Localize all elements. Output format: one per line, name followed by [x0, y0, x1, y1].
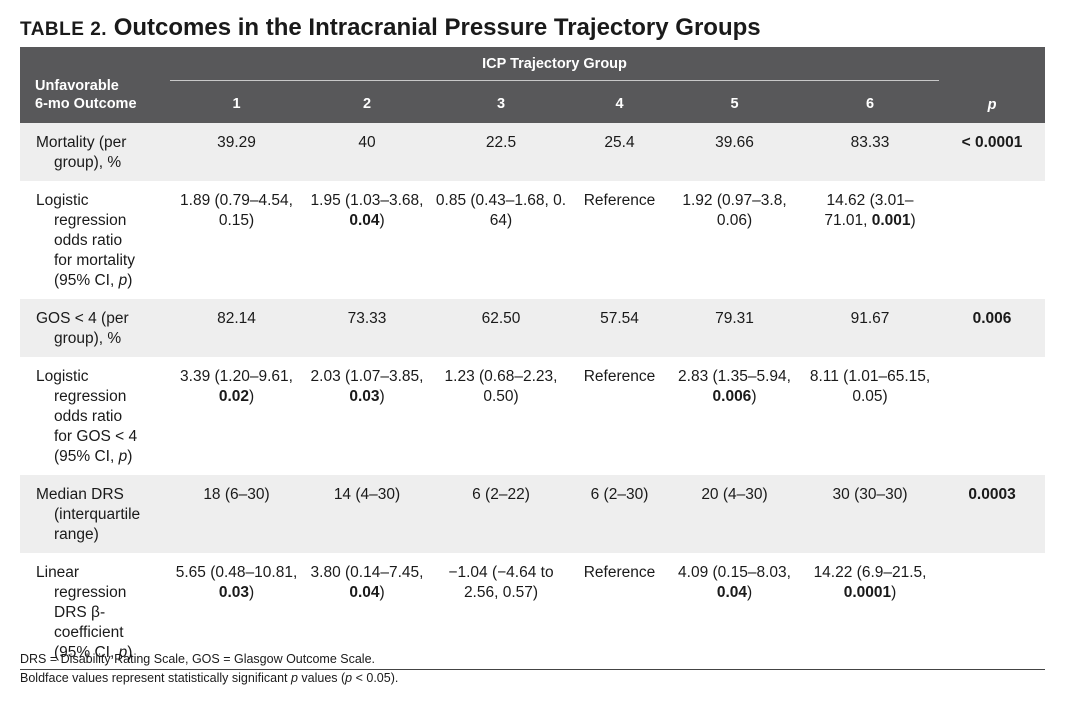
- table-cell: 1.92 (0.97–3.8, 0.06): [682, 192, 787, 229]
- table-number: TABLE 2.: [20, 19, 108, 40]
- row-label: Mortality (per group), %: [20, 123, 170, 181]
- footnote-boldface: Boldface values represent statistically …: [20, 671, 399, 685]
- table-cell: 1.89 (0.79–4.54, 0.15): [180, 192, 293, 229]
- table-cell: 2.03 (1.07–3.85, 0.03): [310, 368, 424, 405]
- group-header: ICP Trajectory Group: [170, 47, 940, 85]
- table-cell: Reference: [583, 192, 656, 209]
- outcomes-table: Unfavorable 6-mo Outcome ICP Trajectory …: [20, 47, 1046, 670]
- p-value: [939, 181, 1045, 299]
- p-value: 0.0003: [939, 475, 1046, 553]
- table-cell: 25.4: [571, 123, 668, 181]
- row-label-text: Median DRS (interquartile range): [36, 486, 141, 543]
- table-cell: 4.09 (0.15–8.03, 0.04): [668, 553, 801, 670]
- row-label-text: Logistic regression odds ratio for mortalit…: [36, 192, 135, 289]
- table-cell: 57.54: [571, 299, 668, 357]
- table-row: Linear regression DRS β-coefficient (95% CI…: [20, 553, 1046, 670]
- table-cell: 91.67: [801, 299, 940, 357]
- group-header-rule: [170, 79, 940, 81]
- table-cell: 14.22 (6.9–21.5, 0.0001): [801, 553, 940, 670]
- table-cell: 73.33: [303, 299, 431, 357]
- group-column-1: 1: [232, 96, 241, 112]
- row-label: Median DRS (interquartile range): [20, 475, 170, 553]
- group-column-5: 5: [730, 96, 739, 112]
- table-title: TABLE 2. Outcomes in the Intracranial Pr…: [20, 14, 761, 42]
- table-cell: 0.85 (0.43–1.68, 0. 64): [435, 192, 567, 229]
- group-column-2: 2: [362, 96, 372, 112]
- table-cell: 6 (2–22): [431, 475, 571, 553]
- table-cell: 1.95 (1.03–3.68, 0.04): [310, 192, 424, 229]
- table-cell: 3.39 (1.20–9.61, 0.02): [180, 368, 293, 405]
- table-cell: 2.83 (1.35–5.94, 0.006): [678, 368, 791, 405]
- group-column-6: 6: [865, 96, 875, 112]
- table-row: Median DRS (interquartile range) 18 (6–30) 1…: [20, 475, 1046, 553]
- table-cell: 6 (2–30): [571, 475, 668, 553]
- row-label-text: Linear regression DRS β-coefficient (95% CI…: [36, 564, 133, 661]
- table-header: Unfavorable 6-mo Outcome ICP Trajectory …: [20, 47, 1046, 123]
- row-label: Linear regression DRS β-coefficient (95% CI…: [20, 553, 170, 670]
- table-cell: 83.33: [801, 123, 940, 181]
- table-cell: 5.65 (0.48–10.81, 0.03): [170, 553, 303, 670]
- row-header-line2: 6-mo Outcome: [35, 96, 137, 112]
- row-label-text: GOS < 4 (per group), %: [36, 310, 129, 347]
- table-cell: 18 (6–30): [170, 475, 303, 553]
- table-row: Logistic regression odds ratio for GOS < 4(…: [20, 357, 1045, 475]
- table-cell: 30 (30–30): [801, 475, 940, 553]
- table-cell: 39.66: [668, 123, 801, 181]
- footnote-abbreviations: DRS = Disability Rating Scale, GOS = Gla…: [20, 652, 376, 666]
- row-label: Logistic regression odds ratio for GOS < 4(…: [20, 357, 170, 475]
- table-row: Mortality (per group), % 39.29 40 22.5 25.4 39…: [20, 123, 1046, 181]
- group-column-4: 4: [615, 96, 624, 112]
- table-cell: −1.04 (−4.64 to 2.56, 0.57): [431, 553, 571, 670]
- table-body: Mortality (per group), % 39.29 40 22.5 25.4 39…: [20, 123, 1046, 670]
- table-cell: 3.80 (0.14–7.45, 0.04): [303, 553, 431, 670]
- table-cell: 1.23 (0.68–2.23, 0.50): [444, 368, 558, 405]
- row-header: Unfavorable 6-mo Outcome: [20, 47, 170, 123]
- table-row: Logistic regression odds ratio for mortalit…: [20, 181, 1045, 299]
- table-cell: 39.29: [170, 123, 303, 181]
- table-cell: 14 (4–30): [303, 475, 431, 553]
- table-cell: Reference: [571, 553, 668, 670]
- row-label-text: Logistic regression odds ratio for GOS < 4(…: [36, 368, 138, 465]
- row-header-line1: Unfavorable: [35, 78, 119, 94]
- table-cell: 20 (4–30): [668, 475, 801, 553]
- p-value: [939, 357, 1045, 475]
- table-cell: 40: [303, 123, 431, 181]
- p-value: [939, 553, 1046, 670]
- row-label: Logistic regression odds ratio for mortalit…: [20, 181, 170, 299]
- table-cell: 8.11 (1.01–65.15, 0.05): [809, 368, 931, 405]
- p-header: p: [987, 97, 997, 113]
- table-cell: 62.50: [431, 299, 571, 357]
- p-value: 0.006: [939, 299, 1046, 357]
- table-row: GOS < 4 (per group), % 82.14 73.33 62.50 57.5…: [20, 299, 1046, 357]
- row-label: GOS < 4 (per group), %: [20, 299, 170, 357]
- table-cell: 22.5: [431, 123, 571, 181]
- table-cell: 79.31: [668, 299, 801, 357]
- row-label-text: Mortality (per group), %: [36, 134, 127, 171]
- group-header-label: ICP Trajectory Group: [482, 55, 627, 72]
- table-cell: Reference: [583, 368, 656, 385]
- table-cell: 82.14: [170, 299, 303, 357]
- group-column-3: 3: [496, 96, 506, 112]
- p-value: < 0.0001: [939, 123, 1046, 181]
- table-title-text: Outcomes in the Intracranial Pressure Tr…: [113, 14, 761, 41]
- table-cell: 14.62 (3.01–71.01, 0.001): [824, 192, 916, 229]
